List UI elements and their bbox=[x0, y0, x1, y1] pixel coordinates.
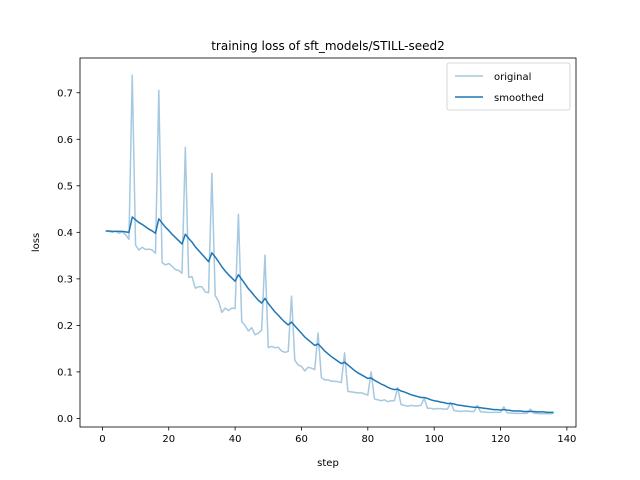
plot-frame bbox=[79, 57, 577, 428]
x-tick-label: 80 bbox=[361, 434, 374, 445]
x-tick-label: 100 bbox=[425, 434, 444, 445]
y-tick-label: 0.3 bbox=[57, 274, 73, 285]
x-tick-label: 40 bbox=[229, 434, 242, 445]
y-axis: 0.0 0.1 0.2 0.3 0.4 0.5 0.6 0.7 bbox=[57, 88, 80, 425]
y-tick-label: 0.1 bbox=[57, 367, 73, 378]
chart-title: training loss of sft_models/STILL-seed2 bbox=[211, 39, 445, 53]
legend: original smoothed bbox=[446, 62, 571, 111]
series-line-original bbox=[105, 74, 554, 415]
series-layer bbox=[105, 74, 554, 415]
y-tick-label: 0.4 bbox=[57, 228, 73, 239]
series-line-smoothed bbox=[105, 216, 554, 414]
legend-box bbox=[446, 62, 571, 111]
legend-label-original: original bbox=[494, 72, 531, 83]
y-tick-label: 0.0 bbox=[57, 414, 73, 425]
x-tick-label: 0 bbox=[99, 434, 105, 445]
y-tick-label: 0.6 bbox=[57, 135, 73, 146]
x-axis: 0 20 40 60 80 100 120 140 bbox=[99, 427, 576, 445]
y-axis-label: loss bbox=[31, 233, 42, 252]
x-axis-label: step bbox=[317, 458, 339, 469]
legend-label-smoothed: smoothed bbox=[494, 93, 544, 104]
y-tick-label: 0.2 bbox=[57, 321, 73, 332]
x-tick-label: 20 bbox=[162, 434, 175, 445]
x-tick-label: 120 bbox=[491, 434, 510, 445]
x-tick-label: 60 bbox=[295, 434, 308, 445]
y-tick-label: 0.7 bbox=[57, 88, 73, 99]
plot-area bbox=[80, 58, 576, 427]
x-tick-label: 140 bbox=[557, 434, 576, 445]
y-tick-label: 0.5 bbox=[57, 181, 73, 192]
plot-background bbox=[80, 58, 576, 427]
